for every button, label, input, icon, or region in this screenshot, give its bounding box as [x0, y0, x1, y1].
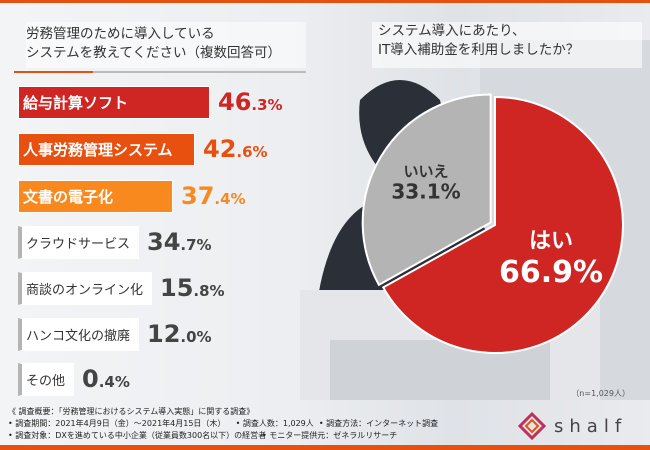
bar-value: 15.8% — [160, 274, 225, 302]
bar-0: 給与計算ソフト — [18, 86, 211, 119]
pie-slice-0 — [381, 95, 624, 354]
question-1-line-1: 労務管理のために導入している — [26, 26, 215, 42]
bar-label: 給与計算ソフト — [23, 94, 129, 112]
bar-value: 0.4% — [82, 365, 130, 393]
question-1-line-2: システムを教えてください（複数回答可） — [26, 45, 282, 61]
bar-label: 商談のオンライン化 — [26, 283, 144, 298]
logo-diamond-icon — [518, 412, 546, 440]
bar-1: 人事労務管理システム — [18, 133, 195, 166]
footer-target: • 調査対象：DXを進めている中小企業（従業員数300名以下）の経営者 — [8, 431, 267, 440]
bar-value: 34.7% — [147, 228, 212, 256]
bar-4: 商談のオンライン化 — [18, 272, 153, 305]
footer-count: • 調査人数：1,029人 — [235, 419, 314, 428]
shalf-logo: shalf — [518, 412, 627, 440]
question-2: システム導入にあたり、 IT導入補助金を利用しましたか？ — [372, 22, 642, 68]
footer-method: • 調査方法：インターネット調査 — [318, 419, 439, 428]
bar-value: 42.6% — [203, 135, 268, 163]
top-accent-line — [0, 0, 650, 3]
survey-footer: 《 調査概要：「労務管理におけるシステム導入実態」に関する調査》 • 調査期間：… — [8, 406, 438, 442]
logo-text: shalf — [554, 415, 628, 437]
pie-slice-1 — [361, 93, 492, 287]
bar-label: クラウドサービス — [26, 237, 131, 252]
bar-value: 37.4% — [181, 182, 246, 210]
pie-value: 33.1% — [391, 179, 460, 203]
question-2-line-1: システム導入にあたり、 — [378, 23, 526, 39]
sample-size-note: （n=1,029人） — [571, 389, 630, 398]
footer-title: 《 調査概要：「労務管理におけるシステム導入実態」に関する調査》 — [8, 407, 255, 416]
pie-value: 66.9% — [499, 255, 603, 290]
bar-label: その他 — [26, 374, 66, 389]
bar-label: 人事労務管理システム — [23, 141, 173, 159]
footer-period: • 調査期間：2021年4月9日（金）〜2021年4月15日（木） — [8, 419, 226, 428]
question-1-underline — [14, 71, 306, 73]
bottom-accent-line — [0, 445, 650, 450]
pie-label: はい — [529, 229, 573, 254]
pie-label: いいえ — [404, 162, 449, 180]
question-1: 労務管理のために導入している システムを教えてください（複数回答可） — [26, 22, 306, 68]
question-2-line-2: IT導入補助金を利用しましたか？ — [378, 42, 580, 58]
bar-label: 文書の電子化 — [23, 188, 114, 206]
bar-2: 文書の電子化 — [18, 180, 174, 213]
footer-provider: • モニター提供元：ゼネラルリサーチ — [262, 431, 398, 440]
bar-value: 12.0% — [147, 320, 212, 348]
bar-5: ハンコ文化の撤廃 — [18, 318, 140, 351]
bar-3: クラウドサービス — [18, 226, 140, 259]
bar-value: 46.3% — [218, 88, 283, 116]
bar-label: ハンコ文化の撤廃 — [26, 329, 131, 344]
bar-6: その他 — [18, 363, 75, 396]
